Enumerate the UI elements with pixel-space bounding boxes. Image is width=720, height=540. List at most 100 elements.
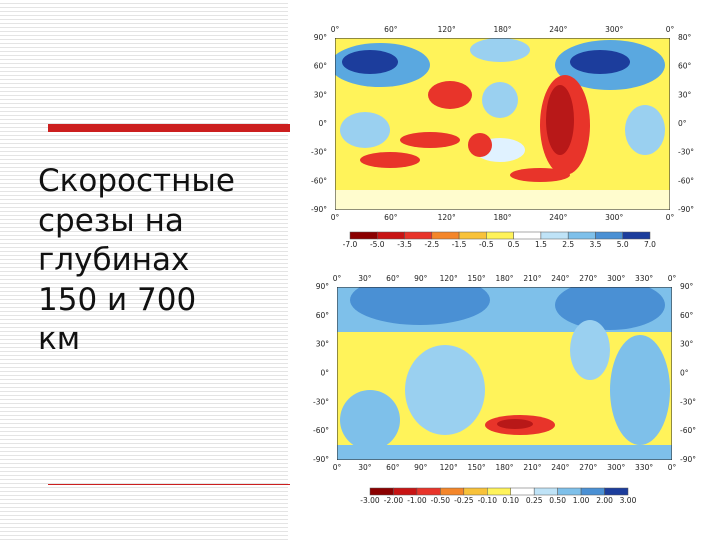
longitude-label: 120° [440,274,458,283]
latitude-label: 30° [316,340,330,349]
latitude-label: -30° [313,397,329,406]
colorbar-swatch [440,487,465,496]
colorbar-label: -0.10 [478,496,498,505]
title-line: км [38,321,81,357]
colorbar-swatch [487,487,511,496]
latitude-label: -90° [311,205,327,214]
colorbar-label: -3.00 [360,496,380,505]
longitude-label: 0° [333,463,342,472]
colorbar-swatch [595,231,623,240]
latitude-label: 0° [320,369,329,378]
latitude-label: -60° [680,426,696,435]
colorbar-swatch [580,487,605,496]
longitude-label: 270° [579,463,597,472]
colorbar-swatch [557,487,582,496]
colorbar-label: -1.5 [452,240,467,249]
longitude-label: 240° [549,25,567,34]
colorbar-label: 0.25 [526,496,543,505]
longitude-label: 0° [668,274,677,283]
longitude-label: 180° [495,463,513,472]
colorbar-swatch [567,231,596,240]
colorbar-label: 5.0 [617,240,629,249]
title-line: глубинах [38,242,190,278]
accent-line [48,484,290,485]
latitude-label: -30° [311,148,327,157]
latitude-label: -60° [313,426,329,435]
colorbar-swatch [349,231,378,240]
latitude-label: 80° [678,33,692,42]
colorbar-label: 3.00 [620,496,637,505]
latitude-label: 30° [678,90,692,99]
longitude-label: 0° [331,25,340,34]
title-line: 150 и 700 [38,281,197,318]
colorbar-label: 0.5 [508,240,520,249]
longitude-label: 0° [668,463,677,472]
longitude-label: 180° [493,25,511,34]
longitude-label: 240° [551,463,569,472]
longitude-label: 240° [551,274,569,283]
colorbar-label: 1.5 [535,240,547,249]
colorbar-label: -2.00 [384,496,404,505]
map-velocity-150 [335,38,670,210]
colorbar-label: -5.0 [370,240,385,249]
longitude-label: 210° [523,463,541,472]
colorbar-label: -7.0 [343,240,358,249]
colorbar-swatch [369,487,394,496]
longitude-label: 150° [468,274,486,283]
latitude-label: -90° [678,205,694,214]
colorbar-swatch [463,487,488,496]
longitude-label: 300° [605,213,623,222]
longitude-label: 270° [579,274,597,283]
colorbar-label: 0.50 [549,496,566,505]
longitude-label: 240° [549,213,567,222]
latitude-label: 30° [680,340,694,349]
longitude-label: 0° [666,213,675,222]
latitude-label: -60° [678,176,694,185]
colorbar-label: -0.50 [431,496,451,505]
latitude-label: 60° [314,62,328,71]
longitude-label: 300° [605,25,623,34]
longitude-label: 60° [386,463,400,472]
colorbar-label: -0.5 [479,240,494,249]
longitude-label: 300° [607,274,625,283]
title-line: срезы на [38,202,184,239]
latitude-label: 60° [316,311,330,320]
longitude-label: 0° [666,25,675,34]
longitude-label: 60° [384,213,398,222]
longitude-label: 60° [384,25,398,34]
colorbar-label: 7.0 [644,240,656,249]
title-line: Скоростные [38,163,235,199]
map-velocity-700 [337,287,672,460]
longitude-label: 0° [333,274,342,283]
latitude-label: 60° [678,62,692,71]
colorbar-label: 3.5 [589,240,601,249]
accent-bar [48,124,290,132]
colorbar-label: 2.00 [596,496,613,505]
longitude-label: 150° [468,463,486,472]
longitude-label: 30° [358,463,372,472]
longitude-label: 120° [438,213,456,222]
longitude-label: 330° [635,274,653,283]
longitude-label: 300° [607,463,625,472]
longitude-label: 180° [495,274,513,283]
colorbar-label: 0.10 [502,496,519,505]
latitude-label: -60° [311,176,327,185]
longitude-label: 330° [635,463,653,472]
colorbar-swatch [416,487,441,496]
colorbar-label: -2.5 [424,240,439,249]
latitude-label: 0° [318,119,327,128]
colorbar-swatch [604,487,629,496]
colorbar-swatch [404,231,433,240]
colorbar-label: 2.5 [562,240,574,249]
colorbar-swatch [377,231,405,240]
longitude-label: 120° [440,463,458,472]
latitude-label: 0° [678,119,687,128]
latitude-label: 30° [314,90,328,99]
latitude-label: 0° [680,369,689,378]
latitude-label: -90° [680,455,696,464]
colorbar-swatch [533,487,558,496]
longitude-label: 90° [414,463,428,472]
longitude-label: 180° [493,213,511,222]
